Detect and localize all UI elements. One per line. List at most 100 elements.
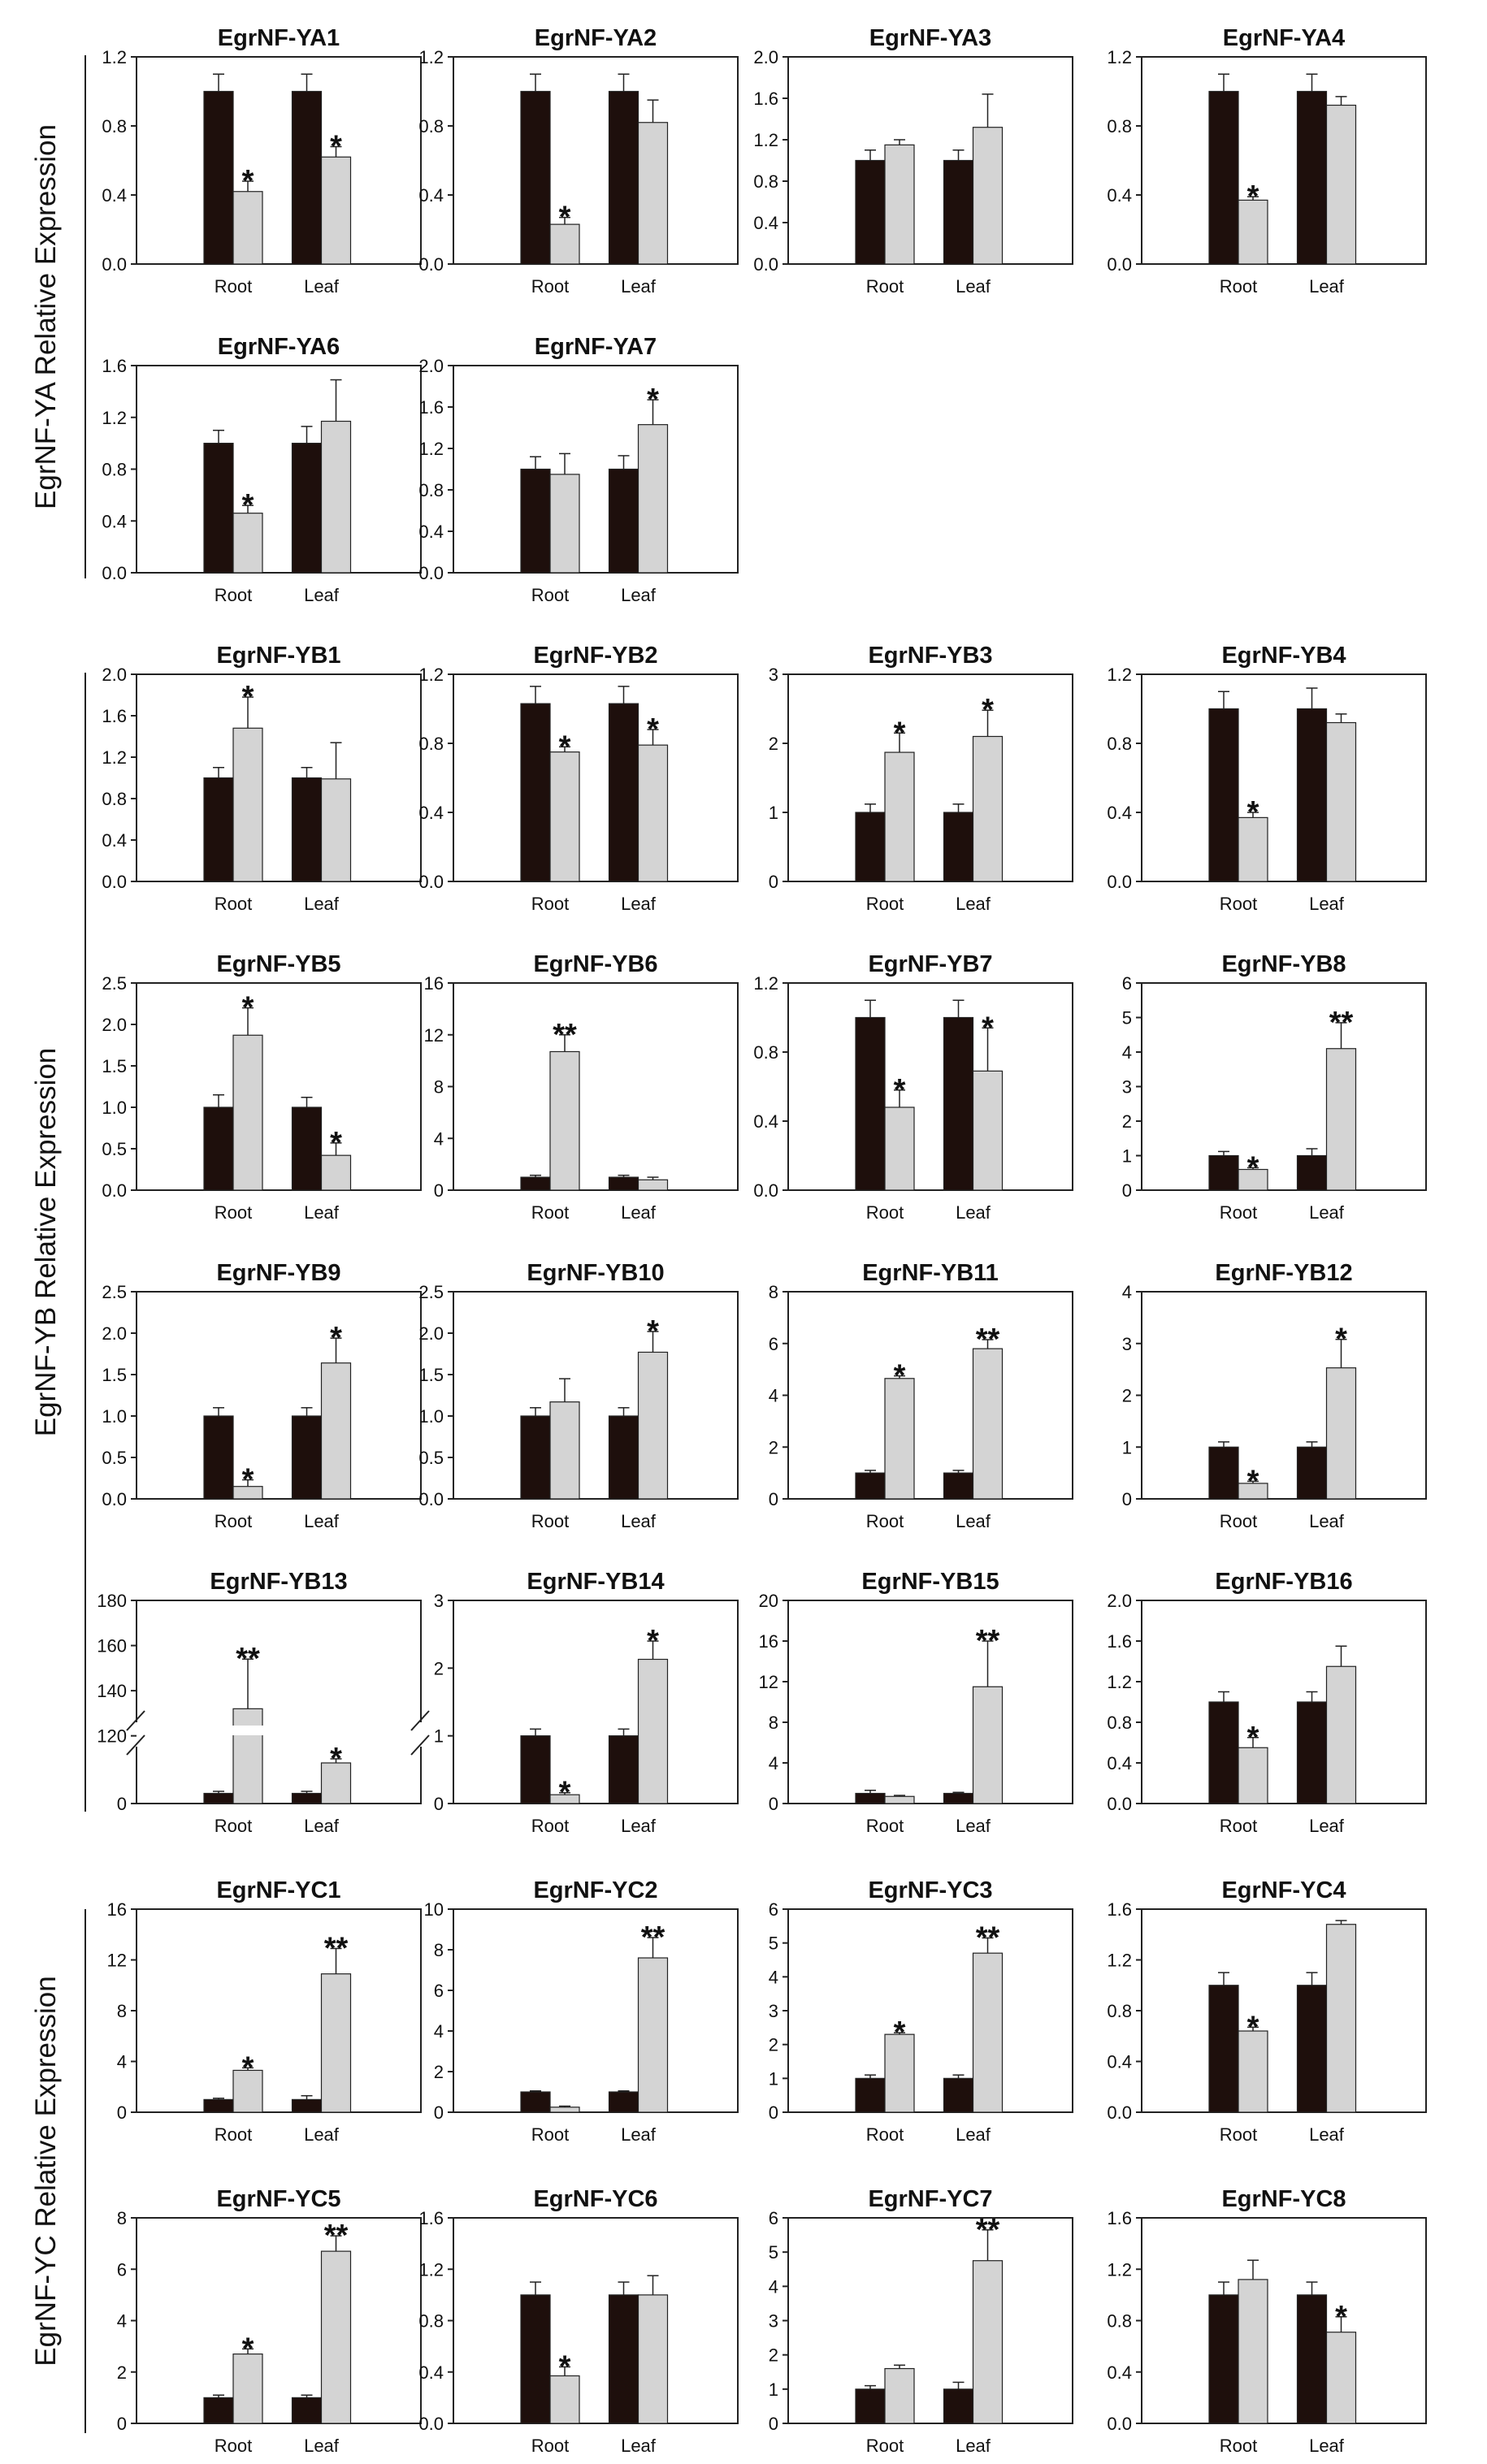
chart-egrnf-yc2: EgrNF-YC2 0 2 4 6 8 10 Root ** Leaf [424,1877,739,2145]
y-tick-label: 2.0 [753,47,778,67]
y-tick-label: 10 [424,1899,444,1920]
chart-title: EgrNF-YA1 [218,25,340,51]
y-tick-label: 0.4 [1107,2362,1132,2383]
y-tick-label: 16 [759,1631,778,1652]
category-label: Root [531,585,569,605]
plot-frame [453,673,739,882]
control-bar-root [203,2397,234,2424]
y-tick-label: 1.6 [1107,2208,1132,2228]
y-tick-label: 6 [1122,973,1132,994]
significance-mark: * [1247,1464,1259,1498]
treatment-bar-root [884,2033,915,2113]
significance-mark: * [1247,1150,1259,1184]
chart-egrnf-yb16: EgrNF-YB16 0.0 0.4 0.8 1.2 1.6 2.0 * Root Leaf [1107,1569,1427,1836]
plot-frame [787,1908,1073,2113]
y-tick-label: 0 [769,2414,778,2434]
plot-frame [453,1291,739,1500]
category-label: Root [866,276,904,297]
treatment-bar-leaf [972,735,1004,882]
chart-title: EgrNF-YB16 [1215,1569,1352,1595]
treatment-bar-leaf [972,2260,1004,2424]
chart-title: EgrNF-YB11 [862,1260,999,1286]
significance-mark: * [1335,1323,1347,1357]
treatment-bar-leaf [1325,1924,1357,2113]
chart-title: EgrNF-YB12 [1215,1260,1352,1286]
y-tick-label: 0.8 [102,116,127,136]
plot-frame [1141,673,1427,882]
category-label: Root [215,1816,252,1836]
control-bar-root [203,1106,234,1191]
chart-title: EgrNF-YA6 [218,334,340,360]
y-tick-label: 1.2 [1107,1951,1132,1971]
treatment-bar-root [884,144,915,265]
control-bar-root [1208,1985,1239,2113]
control-bar-leaf [608,2294,639,2424]
y-tick-label: 4 [434,2021,444,2042]
y-tick-label: 0.8 [418,116,444,136]
significance-mark: * [894,2016,906,2050]
y-tick-label: 1.2 [418,665,444,685]
category-label: Root [215,894,252,914]
chart-title: EgrNF-YA2 [535,25,657,51]
y-tick-label: 2 [769,1437,778,1457]
chart-title: EgrNF-YB14 [527,1569,664,1595]
category-label: Leaf [304,1816,340,1836]
control-bar-root [203,2098,234,2113]
treatment-bar-leaf [637,744,669,882]
chart-egrnf-ya6: EgrNF-YA6 0.0 0.4 0.8 1.2 1.6 * Root Leaf [102,334,422,605]
control-bar-root [203,443,234,574]
plot-frame [787,673,1073,882]
y-tick-label: 160 [97,1636,127,1656]
y-tick-label: 1.2 [1107,665,1132,685]
treatment-bar-root [232,1034,263,1191]
category-label: Root [531,1816,569,1836]
axis-break-mark [126,1710,145,1731]
y-tick-label: 6 [769,2208,778,2228]
chart-egrnf-ya2: EgrNF-YA2 0.0 0.4 0.8 1.2 * Root Leaf [418,25,739,297]
plot-frame [787,2217,1073,2424]
chart-egrnf-yb13: EgrNF-YB13 0 120 140 160 180 ** Root * Leaf [97,1569,430,1836]
y-tick-label: 0.8 [418,2311,444,2332]
category-label: Leaf [304,276,340,297]
significance-mark: * [647,1624,659,1658]
plot-frame [453,1908,739,2113]
y-tick-label: 0.8 [1107,734,1132,754]
y-tick-label: 1.5 [102,1056,127,1076]
control-bar-root [855,2077,886,2113]
chart-title: EgrNF-YC1 [216,1877,340,1903]
axis-break-mark [126,1734,145,1756]
y-tick-label: 6 [434,1981,444,2001]
y-tick-label: 1 [1122,1146,1132,1167]
y-tick-label: 0.8 [418,734,444,754]
control-bar-leaf [291,1792,323,1804]
y-tick-label: 0 [1122,1180,1132,1201]
plot-frame [136,673,422,882]
chart-title: EgrNF-YB9 [216,1260,340,1286]
category-label: Root [1220,276,1257,297]
control-bar-leaf [1296,90,1328,265]
bar-break-gap [232,1726,264,1735]
y-tick-label: 1 [769,803,778,823]
control-bar-leaf [1296,1154,1328,1191]
treatment-bar-root [884,1795,915,1804]
control-bar-root [1208,90,1239,265]
category-label: Root [1220,1511,1257,1531]
category-label: Leaf [621,1816,657,1836]
y-tick-label: 2.5 [418,1282,444,1302]
chart-title: EgrNF-YB10 [527,1260,664,1286]
y-tick-label: 5 [769,2242,778,2263]
category-label: Leaf [621,1202,657,1223]
y-tick-label: 8 [769,1713,778,1733]
y-tick-label: 0.4 [102,511,127,531]
chart-title: EgrNF-YA3 [869,25,991,51]
y-tick-label: 3 [434,1591,444,1611]
control-bar-leaf [291,443,323,574]
category-label: Root [1220,1202,1257,1223]
chart-title: EgrNF-YA4 [1223,25,1345,51]
y-tick-label: 0.8 [102,789,127,809]
y-tick-label: 0.0 [1107,254,1132,275]
y-tick-label: 0.0 [418,563,444,583]
y-tick-label: 0.4 [753,213,778,233]
chart-title: EgrNF-YB2 [533,643,657,669]
plot-frame [1141,2217,1427,2424]
